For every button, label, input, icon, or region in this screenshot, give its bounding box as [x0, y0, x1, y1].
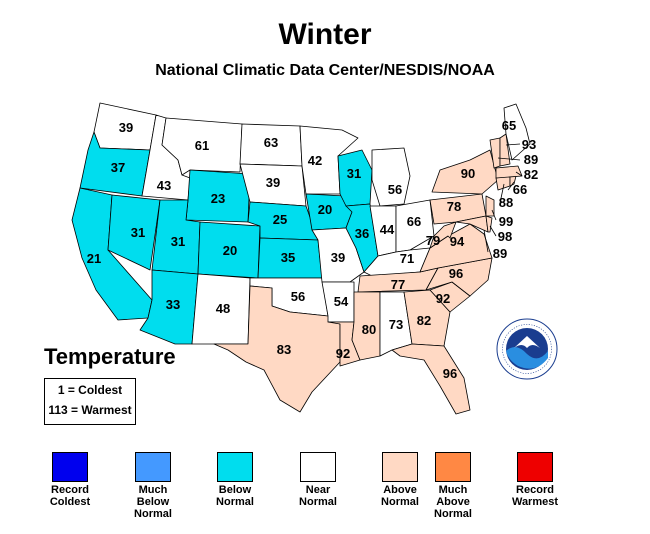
value-WI: 31	[347, 166, 361, 181]
legend-label-above: Above Normal	[381, 484, 419, 508]
state-GA	[403, 289, 451, 347]
legend-swatch-above	[382, 452, 418, 482]
state-NY	[431, 149, 499, 195]
state-TX	[213, 285, 341, 413]
value-AL: 73	[389, 317, 403, 332]
state-MI	[371, 147, 411, 207]
value-MN: 42	[308, 153, 322, 168]
value-MS: 80	[362, 322, 376, 337]
value-NY: 90	[461, 166, 475, 181]
legend-swatch-near	[300, 452, 336, 482]
value-ND: 63	[264, 135, 278, 150]
value-ME: 65	[502, 118, 516, 133]
legend-label-much-above: Much Above Normal	[434, 484, 472, 520]
value-MA: 82	[524, 167, 538, 182]
value-MT: 61	[195, 138, 209, 153]
map-title: Winter	[278, 18, 372, 51]
value-OH: 66	[407, 214, 421, 229]
value-SC: 92	[436, 291, 450, 306]
state-NH	[499, 133, 511, 167]
value-SD: 39	[266, 175, 280, 190]
legend-label-below: Below Normal	[216, 484, 254, 508]
value-MI: 56	[388, 182, 402, 197]
value-ID: 43	[157, 178, 171, 193]
value-PA: 78	[447, 199, 461, 214]
map-subtitle: National Climatic Data Center/NESDIS/NOA…	[155, 62, 495, 79]
value-AZ: 33	[166, 297, 180, 312]
state-OH	[395, 199, 435, 253]
value-RI: 66	[513, 182, 527, 197]
value-OK: 56	[291, 289, 305, 304]
value-LA: 92	[336, 346, 350, 361]
state-WY	[185, 169, 251, 223]
value-OR: 37	[111, 160, 125, 175]
legend-label-record-warmest: Record Warmest	[511, 484, 559, 508]
value-DE: 98	[498, 229, 512, 244]
state-MA	[495, 165, 523, 179]
value-IN: 44	[380, 222, 395, 237]
value-GA: 82	[417, 313, 431, 328]
value-IL: 36	[355, 226, 369, 241]
value-IA: 20	[318, 202, 332, 217]
value-CO: 20	[223, 243, 237, 258]
value-TX: 83	[277, 342, 291, 357]
legend-swatch-record-warmest	[517, 452, 553, 482]
legend-swatch-record-coldest	[52, 452, 88, 482]
value-AR: 54	[334, 294, 349, 309]
scale-warmest: 113 = Warmest	[48, 403, 132, 417]
value-FL: 96	[443, 366, 457, 381]
legend-swatch-much-below	[135, 452, 171, 482]
value-UT: 31	[171, 234, 185, 249]
value-NJ: 99	[499, 214, 513, 229]
value-NH: 93	[522, 137, 536, 152]
value-CT: 88	[499, 195, 513, 210]
value-WA: 39	[119, 120, 133, 135]
value-KS: 35	[281, 250, 295, 265]
legend-swatch-much-above	[435, 452, 471, 482]
value-VA: 94	[450, 234, 465, 249]
value-NC: 96	[449, 266, 463, 281]
noaa-logo	[496, 318, 558, 380]
value-TN: 77	[391, 277, 405, 292]
legend-label-record-coldest: Record Coldest	[49, 484, 91, 508]
state-ME	[503, 103, 531, 161]
scale-coldest: 1 = Coldest	[57, 383, 123, 397]
scale-box: 1 = Coldest 113 = Warmest	[44, 378, 136, 425]
legend-label-much-below: Much Below Normal	[134, 484, 172, 520]
state-FL	[391, 343, 471, 415]
temperature-heading: Temperature	[44, 344, 176, 369]
value-CA: 21	[87, 251, 101, 266]
value-WY: 23	[211, 191, 225, 206]
value-NM: 48	[216, 301, 230, 316]
state-DE	[485, 215, 493, 233]
state-NV	[107, 194, 161, 271]
value-NE: 25	[273, 212, 287, 227]
legend-swatch-below	[217, 452, 253, 482]
value-WV: 79	[426, 233, 440, 248]
value-KY: 71	[400, 251, 414, 266]
legend-label-near: Near Normal	[299, 484, 337, 508]
value-MD: 89	[493, 246, 507, 261]
value-MO: 39	[331, 250, 345, 265]
value-NV: 31	[131, 225, 145, 240]
value-VT: 89	[524, 152, 538, 167]
